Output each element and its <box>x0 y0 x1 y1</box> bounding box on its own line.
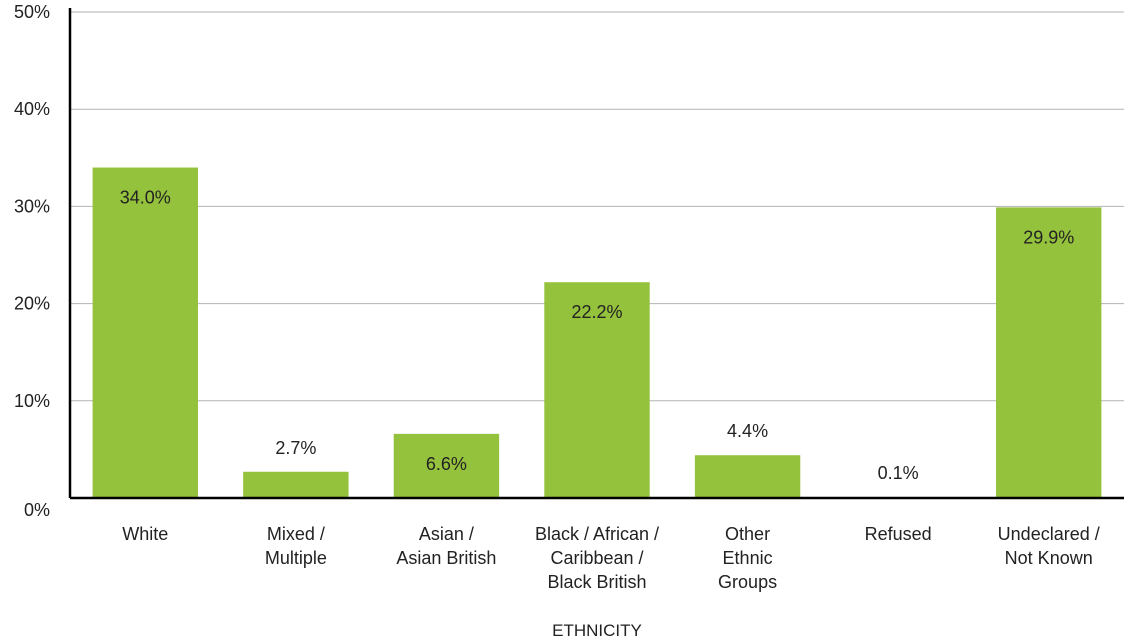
bar <box>393 433 500 498</box>
value-labels: 34.0% 2.7% 6.6% 22.2% 4.4% 0.1% 29.9% <box>120 188 1074 484</box>
bar <box>92 167 198 498</box>
y-tick-label: 40% <box>14 99 50 119</box>
bar <box>694 455 801 498</box>
y-tick-label: 20% <box>14 294 50 314</box>
data-label: 34.0% <box>120 188 171 208</box>
y-tick-labels: 0% 10% 20% 30% 40% 50% <box>14 2 50 520</box>
x-tick-label: Mixed / Multiple <box>265 524 327 568</box>
bars <box>92 167 1102 498</box>
data-label: 2.7% <box>275 438 316 458</box>
data-label: 0.1% <box>878 463 919 483</box>
y-tick-label: 10% <box>14 391 50 411</box>
grid-lines <box>70 11 1124 402</box>
bar <box>544 282 650 498</box>
x-axis-title: ETHNICITY <box>552 621 642 640</box>
data-label: 29.9% <box>1023 227 1074 247</box>
data-label: 22.2% <box>571 302 622 322</box>
x-tick-label: Asian / Asian British <box>396 524 496 568</box>
data-label: 4.4% <box>727 421 768 441</box>
x-tick-label: Black / African / Caribbean / Black Britis… <box>535 524 659 592</box>
y-tick-label: 0% <box>24 500 50 520</box>
x-tick-label: Refused <box>865 524 932 544</box>
category-labels: White Mixed / Multiple Asian / Asian British… <box>122 524 1099 592</box>
y-tick-label: 50% <box>14 2 50 22</box>
x-tick-label: Undeclared / Not Known <box>998 524 1100 568</box>
bar <box>996 207 1102 498</box>
y-tick-label: 30% <box>14 196 50 216</box>
data-label: 6.6% <box>426 454 467 474</box>
axes <box>68 8 1124 500</box>
x-tick-label: Other Ethnic Groups <box>718 524 777 592</box>
bar <box>243 471 349 498</box>
x-tick-label: White <box>122 524 168 544</box>
